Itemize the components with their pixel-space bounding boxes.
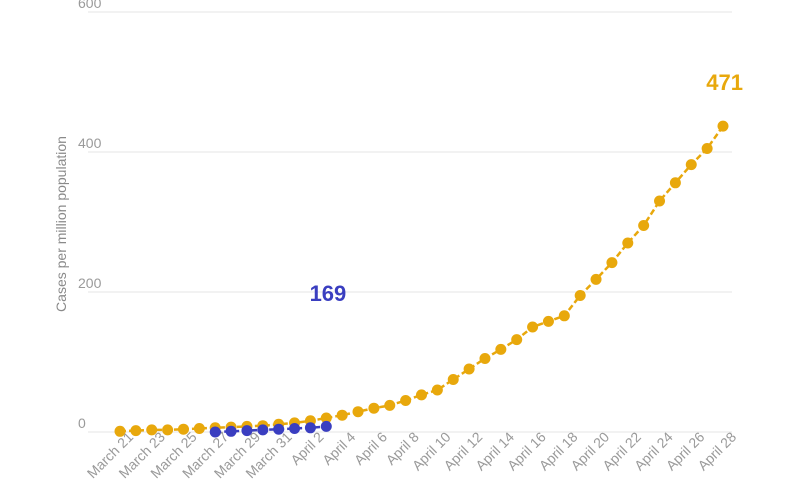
data-point [654, 195, 666, 207]
data-point [289, 423, 301, 434]
x-tick-label: April 4 [319, 429, 359, 469]
data-point [638, 220, 650, 231]
data-point [257, 424, 269, 436]
data-point [495, 343, 507, 355]
data-point [320, 420, 332, 432]
data-point [162, 424, 174, 436]
data-point [114, 425, 126, 437]
data-point [590, 273, 602, 285]
data-point [511, 334, 523, 346]
data-point [463, 363, 475, 375]
data-point [384, 399, 396, 411]
data-point [368, 402, 380, 414]
data-point [447, 374, 459, 385]
data-point [574, 290, 586, 301]
data-point [400, 395, 412, 406]
data-point [177, 423, 189, 435]
data-point [273, 423, 285, 435]
data-point [669, 177, 681, 189]
data-point [622, 237, 634, 249]
data-point [320, 412, 332, 424]
data-point [542, 315, 554, 327]
data-point [431, 384, 443, 396]
y-axis-ticks: 0 200 400 600 [78, 0, 102, 431]
y-tick-label-600: 600 [78, 0, 102, 11]
series-2-end-label: 169 [310, 281, 347, 306]
x-tick-label: April 6 [351, 429, 391, 469]
data-point [241, 425, 253, 437]
y-tick-label-0: 0 [78, 415, 86, 431]
data-point [685, 159, 697, 171]
series-1-end-label: 471 [706, 70, 743, 95]
data-point [558, 310, 570, 322]
series-layer [114, 120, 729, 438]
y-tick-label-200: 200 [78, 275, 102, 291]
data-point [717, 120, 729, 132]
y-tick-label-400: 400 [78, 135, 102, 151]
data-point [701, 143, 713, 154]
data-point [130, 425, 142, 437]
data-point [527, 321, 539, 333]
y-axis-label: Cases per million population [53, 136, 69, 312]
data-point [606, 257, 618, 269]
data-point [416, 389, 427, 401]
data-point [479, 353, 491, 364]
series-2 [209, 420, 332, 438]
data-point [193, 423, 205, 434]
grid-layer [88, 11, 732, 433]
data-point [209, 426, 221, 438]
data-point [352, 406, 364, 418]
end-labels: 471 169 [310, 70, 743, 306]
x-tick-label: April 2 [287, 429, 327, 469]
data-point [304, 422, 316, 434]
data-point [225, 425, 237, 437]
data-point [146, 424, 158, 436]
data-point [336, 409, 348, 421]
series-1-line [119, 125, 725, 433]
series-1 [114, 120, 729, 437]
